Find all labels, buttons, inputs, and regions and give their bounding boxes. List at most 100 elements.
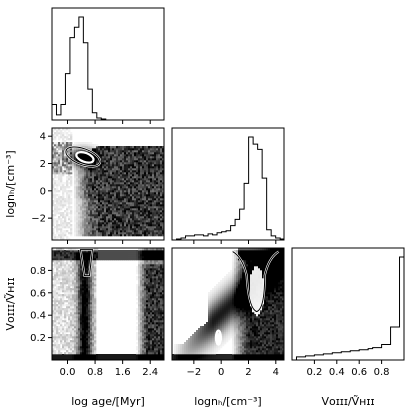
density-cell <box>162 178 165 181</box>
density-cell <box>52 186 55 189</box>
density-cell <box>74 312 77 315</box>
density-cell <box>110 200 113 203</box>
density-cell <box>154 302 157 305</box>
density-cell <box>116 152 119 155</box>
density-cell <box>108 226 111 229</box>
density-cell <box>150 344 153 347</box>
density-cell <box>66 288 69 291</box>
density-cell <box>92 346 95 349</box>
density-cell <box>122 228 125 231</box>
density-cell <box>88 336 91 339</box>
density-cell <box>90 222 93 225</box>
density-cell <box>64 284 67 287</box>
density-cell <box>82 340 85 343</box>
density-cell <box>74 214 77 217</box>
density-cell <box>156 280 159 283</box>
density-cell <box>70 348 73 351</box>
density-cell <box>70 266 73 269</box>
density-cell <box>94 256 97 259</box>
density-cell <box>84 330 87 333</box>
density-cell <box>196 330 199 333</box>
density-cell <box>162 230 165 233</box>
density-cell <box>68 206 71 209</box>
density-cell <box>52 142 55 145</box>
density-cell <box>68 128 71 131</box>
density-cell <box>58 344 61 347</box>
density-cell <box>102 178 105 181</box>
density-cell <box>72 318 75 321</box>
density-cell <box>136 158 139 161</box>
density-cell <box>114 358 117 361</box>
density-cell <box>146 290 149 293</box>
density-cell <box>122 164 125 167</box>
density-cell <box>74 278 77 281</box>
density-cell <box>106 354 109 357</box>
density-cell <box>76 320 79 323</box>
density-cell <box>138 184 141 187</box>
density-cell <box>126 168 129 171</box>
density-cell <box>134 256 137 259</box>
density-cell <box>64 170 67 173</box>
density-cell <box>54 172 57 175</box>
density-cell <box>144 210 147 213</box>
density-cell <box>106 182 109 185</box>
density-cell <box>152 280 155 283</box>
density-cell <box>116 356 119 359</box>
density-cell <box>66 248 69 251</box>
density-cell <box>100 228 103 231</box>
density-cell <box>144 280 147 283</box>
density-cell <box>78 218 81 221</box>
density-cell <box>144 330 147 333</box>
density-cell <box>56 132 59 135</box>
density-cell <box>154 332 157 335</box>
density-cell <box>144 200 147 203</box>
density-cell <box>98 176 101 179</box>
density-cell <box>112 250 115 253</box>
density-cell <box>112 158 115 161</box>
density-cell <box>66 208 69 211</box>
density-cell <box>72 334 75 337</box>
density-cell <box>80 266 83 269</box>
density-cell <box>80 190 83 193</box>
density-cell <box>60 198 63 201</box>
density-cell <box>84 312 87 315</box>
density-cell <box>52 236 55 239</box>
density-cell <box>66 192 69 195</box>
density-cell <box>156 162 159 165</box>
density-cell <box>140 342 143 345</box>
density-cell <box>62 154 65 157</box>
density-cell <box>94 278 97 281</box>
density-cell <box>94 210 97 213</box>
density-cell <box>150 228 153 231</box>
density-cell <box>66 144 69 147</box>
density-cell <box>144 194 147 197</box>
density-cell <box>90 182 93 185</box>
density-cell <box>142 336 145 339</box>
density-cell <box>128 198 131 201</box>
density-cell <box>66 182 69 185</box>
density-cell <box>90 176 93 179</box>
density-cell <box>72 300 75 303</box>
density-cell <box>116 250 119 253</box>
density-cell <box>122 198 125 201</box>
density-cell <box>148 158 151 161</box>
density-cell <box>162 292 165 295</box>
density-cell <box>82 344 85 347</box>
density-cell <box>62 164 65 167</box>
density-cell <box>70 152 73 155</box>
density-cell <box>68 322 71 325</box>
density-cell <box>160 270 163 273</box>
density-cell <box>84 300 87 303</box>
density-cell <box>212 308 215 311</box>
density-cell <box>116 212 119 215</box>
density-cell <box>66 322 69 325</box>
density-cell <box>62 312 65 315</box>
density-cell <box>116 162 119 165</box>
density-cell <box>162 288 165 291</box>
density-cell <box>62 200 65 203</box>
density-cell <box>126 166 129 169</box>
density-cell <box>62 150 65 153</box>
density-cell <box>62 182 65 185</box>
density-cell <box>158 200 161 203</box>
density-cell <box>100 192 103 195</box>
